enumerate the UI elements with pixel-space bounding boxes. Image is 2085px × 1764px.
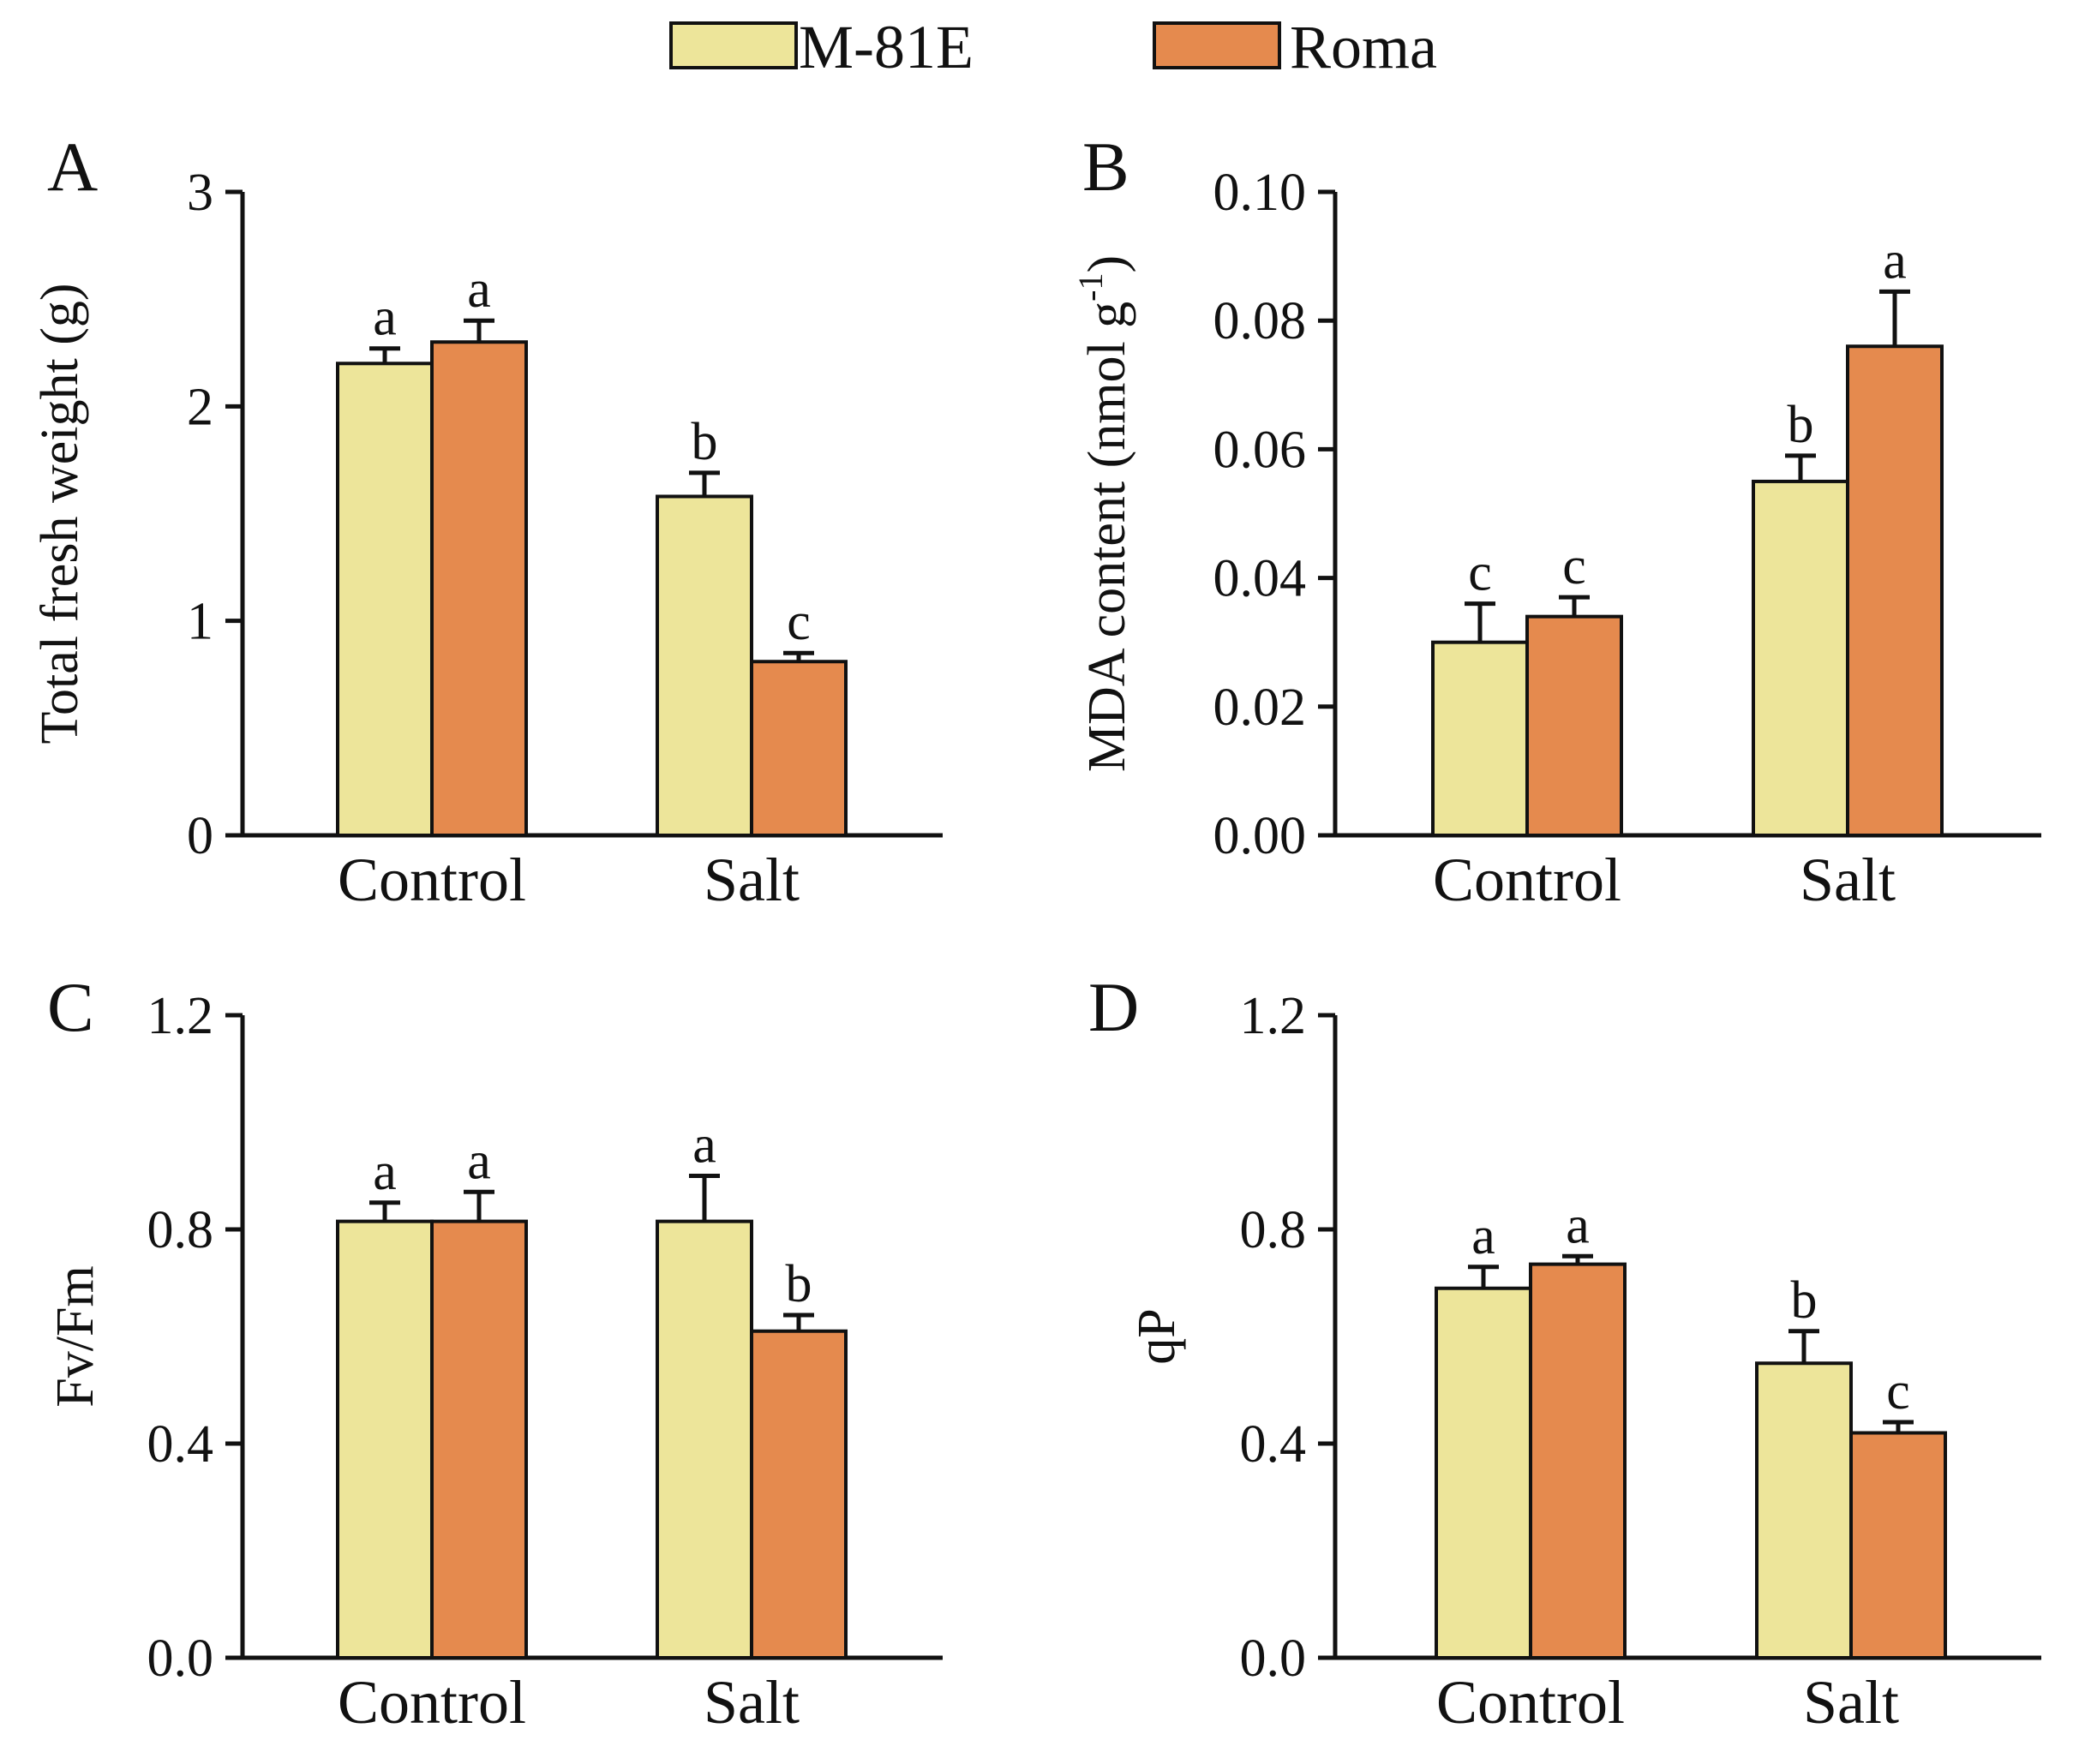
y-tick-label: 0.0 [147,1629,214,1688]
significance-letter: a [1471,1207,1495,1265]
significance-letter: a [1566,1196,1590,1254]
y-axis-title: Total fresh weight (g) [31,284,89,744]
y-tick-label: 0.10 [1213,164,1307,222]
bar-roma-salt [1849,1431,1947,1659]
panel-letter: A [47,128,98,206]
y-tick-label: 0.06 [1213,421,1307,479]
panel-a: A 0 1 2 3 Total fresh weight (g) Control Salt a b… [31,128,943,914]
significance-letter: a [467,260,491,319]
bar-m81e-salt [1752,479,1849,837]
significance-letter: c [1468,544,1492,602]
y-tick-label: 0.02 [1213,679,1307,737]
bar-roma-control [1529,1262,1627,1659]
y-axis-title: qP [1128,1308,1186,1364]
x-category-label: Control [338,846,526,914]
panel-letter: B [1082,128,1129,206]
y-axis-title: Fv/Fm [46,1265,105,1407]
panel-c: C 0.0 0.4 0.8 1.2 Fv/Fm Control Salt a a a b [46,968,943,1737]
x-category-label: Control [338,1668,526,1737]
bar-roma-salt [750,1329,848,1659]
legend-label-roma: Roma [1290,13,1437,81]
y-tick-label: 2 [187,378,213,436]
y-tick-label: 0.00 [1213,807,1307,865]
panel-letter: C [47,968,94,1046]
legend-swatch-m81e [669,21,798,69]
x-category-label: Salt [1803,1668,1899,1737]
bar-roma-salt [750,660,848,837]
x-category-label: Control [1436,1668,1625,1737]
bar-m81e-control [336,1219,434,1659]
y-tick-label: 1.2 [147,987,214,1045]
bar-m81e-control [336,362,434,837]
y-tick-label: 0.08 [1213,292,1307,350]
legend: M-81E Roma [669,13,1437,81]
bar-roma-control [1525,614,1623,837]
significance-letter: a [692,1116,716,1175]
significance-letter: a [467,1132,491,1190]
legend-label-m81e: M-81E [799,13,974,81]
significance-letter: b [1791,1271,1818,1330]
x-category-label: Salt [704,1668,800,1737]
y-tick-label: 0.8 [147,1201,214,1259]
y-tick-label: 0 [187,807,213,865]
bar-m81e-control [1431,640,1529,838]
significance-letter: b [1788,396,1814,454]
y-tick-label: 0.4 [147,1415,214,1474]
panel-letter: D [1088,968,1139,1046]
significance-letter: c [1886,1362,1910,1420]
y-tick-label: 0.04 [1213,550,1307,608]
significance-letter: a [373,1143,397,1201]
bar-m81e-salt [1755,1361,1853,1659]
significance-letter: b [692,413,718,471]
y-tick-label: 0.8 [1240,1201,1307,1259]
x-category-label: Salt [704,846,800,914]
y-tick-label: 0.4 [1240,1415,1307,1474]
y-tick-label: 0.0 [1240,1629,1307,1688]
bar-m81e-salt [656,1219,753,1659]
legend-swatch-roma [1153,21,1281,69]
x-category-label: Salt [1800,846,1896,914]
significance-letter: b [786,1255,812,1313]
bar-m81e-control [1435,1286,1532,1659]
significance-letter: c [1562,537,1586,595]
significance-letter: c [787,593,811,651]
y-tick-label: 3 [187,164,213,222]
significance-letter: a [1883,231,1907,290]
y-tick-label: 1 [187,593,213,651]
y-axis-title: MDA content (nmol g-1) [1071,255,1136,772]
bar-roma-control [430,1219,528,1659]
bar-roma-salt [1846,344,1944,837]
bar-roma-control [430,340,528,837]
significance-letter: a [373,289,397,347]
panel-b: B 0.00 0.02 0.04 0.06 0.08 0.10 MDA content (nm… [1071,128,2041,914]
panel-d: D 0.0 0.4 0.8 1.2 qP Control Salt a b a c [1088,968,2041,1737]
x-category-label: Control [1433,846,1621,914]
bar-m81e-salt [656,494,753,837]
y-tick-label: 1.2 [1240,987,1307,1045]
